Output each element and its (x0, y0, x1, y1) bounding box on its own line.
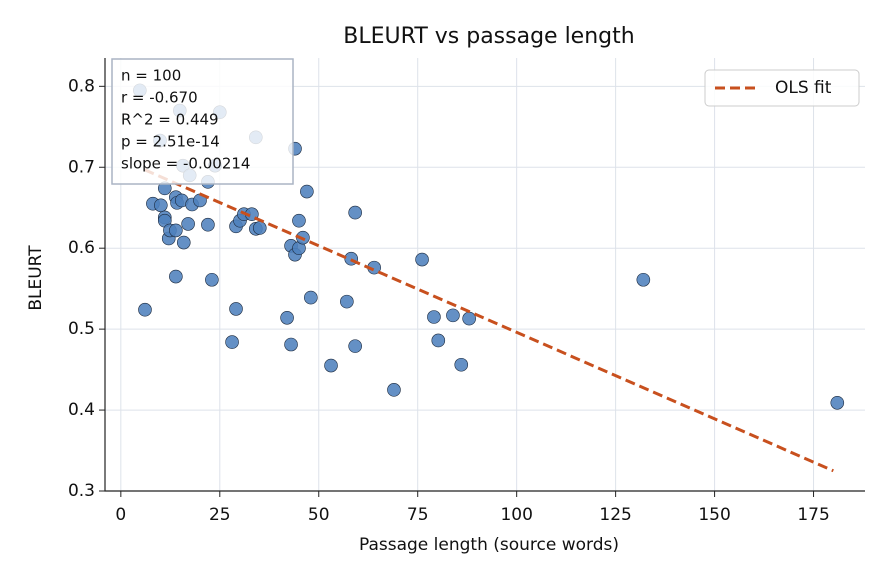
point (304, 290, 318, 305)
stats-line: R^2 = 0.449 (121, 111, 219, 129)
point (176, 235, 191, 250)
x-tick-label: 0 (115, 505, 126, 525)
y-tick-label: 0.4 (68, 400, 95, 420)
x-tick-label: 50 (308, 505, 330, 525)
stats-line: slope = -0.00214 (121, 155, 250, 173)
point (169, 223, 183, 238)
x-tick-label: 150 (698, 505, 730, 525)
y-tick-label: 0.8 (68, 76, 95, 96)
point (225, 335, 239, 349)
x-axis-label: Passage length (source words) (359, 535, 619, 555)
y-tick-label: 0.7 (68, 157, 95, 177)
point (636, 272, 651, 287)
x-tick-label: 100 (500, 505, 532, 525)
legend-label: OLS fit (775, 78, 832, 98)
point (830, 395, 845, 410)
x-tick-label: 75 (407, 505, 429, 525)
point (454, 357, 469, 372)
y-tick-label: 0.6 (68, 238, 95, 258)
x-tick-label: 125 (599, 505, 631, 525)
y-tick-label: 0.5 (68, 319, 95, 339)
point (181, 217, 195, 231)
point (324, 358, 338, 373)
point (292, 213, 306, 228)
point (431, 333, 446, 348)
axis-spines (104, 58, 865, 492)
y-tick-label: 0.3 (68, 481, 95, 501)
point (462, 311, 476, 326)
point (252, 221, 267, 235)
point (138, 302, 152, 317)
point (154, 198, 168, 213)
point (387, 383, 401, 397)
stats-line: n = 100 (121, 67, 181, 85)
point (284, 337, 298, 352)
stats-line: r = -0.670 (121, 89, 198, 107)
stats-box (111, 58, 294, 185)
y-axis-label: BLEURT (26, 245, 46, 311)
point (229, 302, 243, 316)
point (427, 310, 441, 324)
point (348, 205, 362, 220)
point (169, 269, 183, 284)
point (446, 308, 460, 323)
point (280, 310, 294, 325)
point (340, 294, 354, 309)
stats-line: p = 2.51e-14 (121, 133, 220, 151)
point (348, 339, 362, 353)
chart-title: BLEURT vs passage length (343, 24, 634, 49)
x-tick-label: 25 (209, 505, 231, 525)
fit-line (143, 168, 834, 473)
point (300, 184, 314, 199)
point (201, 217, 215, 232)
legend-box (704, 69, 860, 107)
point (205, 272, 219, 287)
point (415, 252, 429, 267)
x-tick-label: 175 (797, 505, 829, 525)
